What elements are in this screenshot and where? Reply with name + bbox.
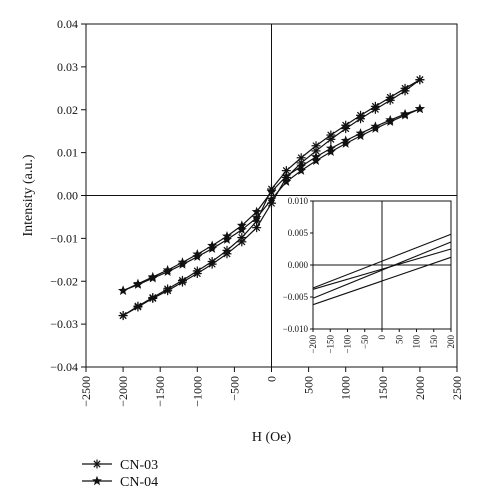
y-tick-label: −0.02 [50,274,78,288]
inset-x-tick-label: 200 [446,335,456,349]
inset-x-tick-label: 0 [377,335,387,340]
inset-y-tick-label: −0.010 [283,324,309,334]
data-point-asterisk [370,104,380,114]
data-point-star [296,165,307,175]
series-cn-03 [118,75,425,321]
inset-series-group [312,233,452,306]
data-point-asterisk [415,75,425,85]
inset-branch-line [312,256,452,306]
inset-x-tick-label: −150 [325,335,335,354]
data-point-asterisk [252,223,262,233]
inset-x-tick-label: 100 [412,335,422,349]
inset-x-tick-label: −50 [360,335,370,350]
main-axis-ticks: −2500 −2000 −1500 −1000 −500 0 500 1000 1500 2000… [50,17,464,407]
data-point-star [266,186,277,196]
data-point-star [370,123,381,133]
inset-branch-line [312,241,452,299]
data-point-asterisk [326,134,336,144]
x-tick-label: −2000 [116,376,130,407]
data-point-star [281,171,292,181]
data-point-star [147,273,158,283]
data-point-star [400,110,411,120]
main-series-group [118,75,425,321]
data-point-star [162,266,173,277]
y-tick-label: 0.00 [57,189,78,203]
y-tick-label: 0.03 [57,60,78,74]
inset-branch-line [312,233,452,289]
legend-label-cn03: CN-03 [120,458,158,473]
inset-plot: −200 −150 −100 −50 0 50 100 150 200 −0.010 −0.005 0… [283,196,456,354]
inset-axis-ticks: −200 −150 −100 −50 0 50 100 150 200 −0.010 −0.005 0… [283,196,456,354]
x-tick-label: −500 [227,376,241,401]
x-tick-label: 500 [302,376,316,394]
inset-x-tick-label: −100 [343,335,353,354]
data-point-star [340,138,351,148]
series-cn-04 [118,103,425,295]
inset-y-tick-label: −0.005 [283,292,309,302]
y-tick-label: 0.02 [57,103,78,117]
data-point-star [132,279,143,289]
y-tick-label: −0.01 [50,231,78,245]
data-point-star [251,212,262,222]
legend-entry-cn03: CN-03 [82,458,158,473]
x-tick-label: 2500 [450,376,464,400]
inset-x-tick-label: 50 [394,335,404,345]
legend-marker-asterisk-icon [92,459,102,469]
data-point-star [251,206,262,216]
data-point-star [385,116,396,126]
data-point-asterisk [192,269,202,279]
data-point-asterisk [222,249,232,259]
legend-star-shape [92,475,102,486]
data-point-asterisk [177,277,187,287]
legend-asterisk-shape [92,459,102,469]
y-tick-label: 0.01 [57,146,78,160]
legend-marker-star-icon [92,475,102,486]
data-point-asterisk [163,286,173,296]
main-plot: −2500 −2000 −1500 −1000 −500 0 500 1000 1500 2000… [21,17,464,445]
data-point-asterisk [133,302,143,312]
data-point-star [266,194,277,204]
legend-label-cn04: CN-04 [120,475,158,490]
data-point-star [118,285,129,295]
data-point-asterisk [356,114,366,124]
data-point-asterisk [341,124,351,134]
x-tick-label: 0 [265,376,279,382]
y-tick-label: −0.03 [50,317,78,331]
y-tick-label: 0.04 [57,17,78,31]
x-tick-label: 1000 [339,376,353,400]
y-tick-label: −0.04 [50,360,78,374]
inset-x-tick-label: −200 [308,335,318,354]
data-point-star [222,234,232,244]
y-axis-label: Intensity (a.u.) [21,154,36,236]
legend-entry-cn04: CN-04 [82,475,158,490]
data-point-star [311,155,321,165]
data-point-star [281,176,292,186]
data-point-asterisk [118,311,128,321]
x-tick-label: 2000 [413,376,427,400]
data-point-star [192,251,203,262]
inset-y-tick-label: 0.005 [288,228,309,238]
inset-x-tick-label: 150 [429,335,439,349]
data-point-asterisk [385,95,395,105]
data-point-star [236,224,247,235]
x-tick-label: −2500 [79,376,93,407]
legend: CN-03 CN-04 [82,458,158,490]
data-point-star [355,130,366,141]
x-tick-label: 1500 [376,376,390,400]
x-tick-label: −1000 [190,376,204,407]
inset-y-tick-label: 0.000 [288,260,309,270]
data-point-star [207,243,218,253]
data-point-star [414,103,425,114]
data-point-asterisk [400,86,410,96]
x-axis-label: H (Oe) [252,430,292,445]
data-point-star [177,259,188,269]
data-point-asterisk [148,293,158,303]
x-tick-label: −1500 [153,376,167,407]
data-point-asterisk [237,237,247,247]
inset-branch-line [312,248,452,290]
inset-y-tick-label: 0.010 [288,196,309,206]
data-point-asterisk [207,259,217,269]
data-point-star [325,146,336,156]
